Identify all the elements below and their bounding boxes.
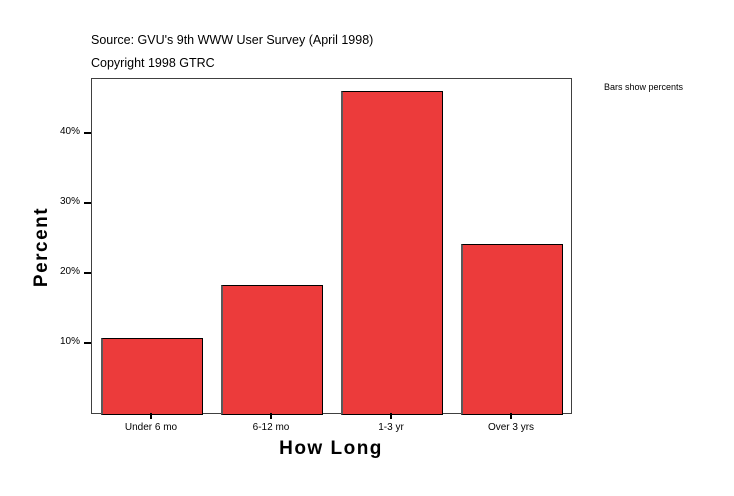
y-tick-mark [84, 132, 91, 134]
y-tick-mark [84, 202, 91, 204]
x-tick-mark [510, 413, 512, 419]
x-tick-mark [390, 413, 392, 419]
plot-area [91, 78, 572, 415]
x-tick-mark [150, 413, 152, 419]
chart-source-title: Source: GVU's 9th WWW User Survey (April… [91, 33, 374, 47]
bar-under-6-mo [101, 337, 203, 415]
y-tick-label: 10% [59, 336, 80, 347]
bar-6-12-mo [221, 285, 323, 415]
y-tick-label: 40% [59, 126, 80, 137]
chart-copyright: Copyright 1998 GTRC [91, 56, 215, 70]
x-axis-title: How Long [279, 438, 383, 459]
y-tick-label: 30% [59, 196, 80, 207]
x-tick-label: 6-12 mo [252, 422, 290, 433]
y-tick-mark [84, 272, 91, 274]
y-tick-mark [84, 342, 91, 344]
bars-show-percents-note: Bars show percents [604, 82, 684, 92]
bar-1-3-yr [341, 91, 443, 415]
y-tick-label: 20% [59, 266, 80, 277]
x-tick-mark [270, 413, 272, 419]
x-tick-label: Over 3 yrs [487, 422, 535, 433]
x-tick-label: Under 6 mo [124, 422, 178, 433]
x-tick-label: 1-3 yr [378, 422, 404, 433]
bar-over-3-yrs [461, 243, 563, 415]
